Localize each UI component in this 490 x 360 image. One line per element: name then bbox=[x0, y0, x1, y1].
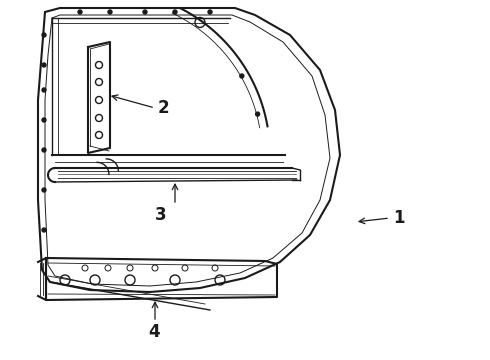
Circle shape bbox=[42, 88, 46, 92]
Circle shape bbox=[42, 228, 46, 232]
Text: 2: 2 bbox=[158, 99, 170, 117]
Circle shape bbox=[42, 188, 46, 192]
Text: 3: 3 bbox=[155, 206, 167, 224]
Circle shape bbox=[143, 10, 147, 14]
Circle shape bbox=[42, 118, 46, 122]
Text: 4: 4 bbox=[148, 323, 160, 341]
Circle shape bbox=[42, 33, 46, 37]
Circle shape bbox=[240, 74, 244, 78]
Circle shape bbox=[108, 10, 112, 14]
Circle shape bbox=[173, 10, 177, 14]
Circle shape bbox=[256, 112, 260, 116]
Circle shape bbox=[42, 148, 46, 152]
Circle shape bbox=[42, 63, 46, 67]
Circle shape bbox=[78, 10, 82, 14]
Circle shape bbox=[208, 10, 212, 14]
Text: 1: 1 bbox=[393, 209, 405, 227]
